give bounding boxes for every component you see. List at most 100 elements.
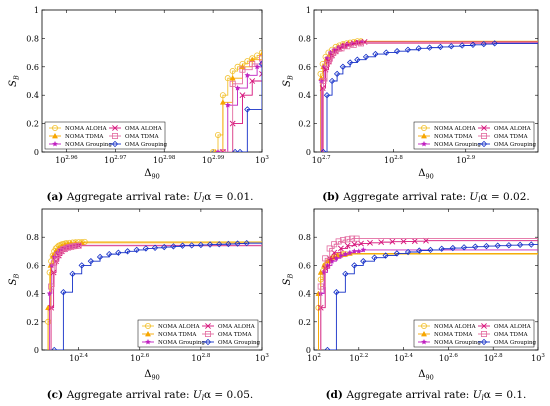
- y-tick-label: 0.4: [298, 290, 311, 299]
- legend-label: OMA TDMA: [494, 134, 529, 140]
- x-tick-label: 102: [307, 353, 321, 363]
- data-point: [234, 84, 241, 91]
- data-point: [224, 102, 231, 108]
- x-axis-label: Δ90: [144, 369, 160, 382]
- data-point: [50, 269, 57, 276]
- legend-label: NOMA TDMA: [158, 332, 197, 338]
- x-tick-label: 102.8: [484, 353, 503, 363]
- data-point: [106, 250, 113, 258]
- data-point: [354, 56, 361, 63]
- plot-area: [317, 38, 538, 152]
- legend-label: OMA ALOHA: [218, 324, 256, 330]
- data-point: [358, 240, 364, 247]
- x-tick-label: 102.6: [439, 353, 458, 363]
- x-tick-label: 103: [255, 353, 269, 363]
- data-point: [60, 289, 67, 296]
- data-point: [322, 255, 329, 262]
- data-point: [57, 248, 64, 255]
- y-tick-label: 0.6: [298, 261, 311, 270]
- data-point: [344, 236, 351, 243]
- data-point: [124, 248, 131, 255]
- legend-marker: [481, 125, 487, 131]
- data-point: [170, 243, 177, 250]
- legend-box: [413, 319, 535, 348]
- legend-marker: [52, 125, 59, 132]
- data-point: [328, 77, 336, 85]
- legend-marker: [480, 140, 488, 148]
- x-tick-label: 102.97: [104, 155, 127, 165]
- data-point: [326, 245, 333, 252]
- legend-label: NOMA Grouping: [158, 340, 205, 346]
- data-point: [344, 43, 351, 50]
- plot-area: [210, 49, 262, 152]
- data-point: [69, 243, 76, 250]
- data-point: [362, 53, 370, 61]
- legend-marker: [420, 125, 427, 132]
- legend-label: OMA ALOHA: [494, 126, 532, 132]
- plot-frame: [313, 208, 539, 351]
- data-point: [382, 252, 389, 259]
- data-point: [371, 254, 378, 261]
- x-tick-label: 102.2: [349, 353, 368, 363]
- data-point: [516, 241, 524, 248]
- data-point: [66, 244, 73, 251]
- data-point: [342, 270, 349, 278]
- y-tick-label: 0: [34, 148, 39, 157]
- data-point: [320, 78, 327, 85]
- data-point: [259, 70, 262, 77]
- y-tick-label: 0.6: [26, 261, 39, 270]
- plot-area: [45, 238, 262, 350]
- chart-panel-c: 0 0.2 0.4 0.6 0.8 102.4 102.6 102.8 103 Δ90 SB NOMA…: [8, 208, 269, 402]
- data-point: [231, 148, 239, 152]
- data-point: [161, 243, 168, 251]
- data-point: [133, 246, 140, 254]
- data-point: [318, 77, 325, 84]
- legend-label: NOMA ALOHA: [65, 126, 108, 132]
- plot-frame: [41, 208, 263, 351]
- y-tick-label: 0.8: [298, 34, 311, 43]
- x-tick-label: 102.98: [153, 155, 176, 165]
- data-point: [142, 245, 150, 252]
- y-axis-label: SB: [8, 75, 21, 87]
- legend-marker: [481, 323, 487, 329]
- caption: (a) Aggregate arrival rate: Ulα = 0.01.: [47, 191, 254, 204]
- data-point: [333, 70, 341, 78]
- legend-label: OMA ALOHA: [125, 126, 163, 132]
- data-point: [338, 45, 345, 52]
- data-point: [179, 242, 186, 249]
- data-point: [254, 63, 261, 70]
- y-tick-label: 0.2: [298, 318, 311, 327]
- data-point: [353, 235, 360, 242]
- y-axis-label: SB: [8, 273, 21, 285]
- data-point: [340, 237, 347, 244]
- data-point: [244, 106, 251, 113]
- data-point: [324, 60, 331, 67]
- plot-frame: [313, 9, 539, 153]
- data-point: [239, 92, 246, 99]
- x-axis-label: Δ90: [418, 369, 434, 382]
- y-tick-label: 0.4: [26, 290, 39, 299]
- data-point: [383, 49, 390, 56]
- data-point: [215, 148, 221, 152]
- data-point: [328, 52, 335, 59]
- data-point: [351, 241, 358, 248]
- data-point: [351, 262, 358, 269]
- data-point: [494, 242, 501, 249]
- data-point: [219, 149, 226, 152]
- data-point: [54, 252, 61, 259]
- legend-marker: [480, 338, 488, 346]
- data-point: [346, 59, 354, 66]
- legend-marker: [421, 338, 427, 345]
- data-point: [332, 48, 339, 55]
- data-point: [360, 258, 367, 265]
- y-tick-label: 0.6: [26, 63, 39, 72]
- legend-marker: [111, 140, 119, 148]
- legend-label: OMA TDMA: [218, 332, 253, 338]
- data-point: [323, 92, 331, 99]
- y-axis-label: SB: [282, 273, 295, 285]
- data-point: [404, 248, 412, 256]
- series-line-oma-tdma: [50, 245, 262, 350]
- data-point: [249, 60, 256, 67]
- data-point: [63, 244, 70, 251]
